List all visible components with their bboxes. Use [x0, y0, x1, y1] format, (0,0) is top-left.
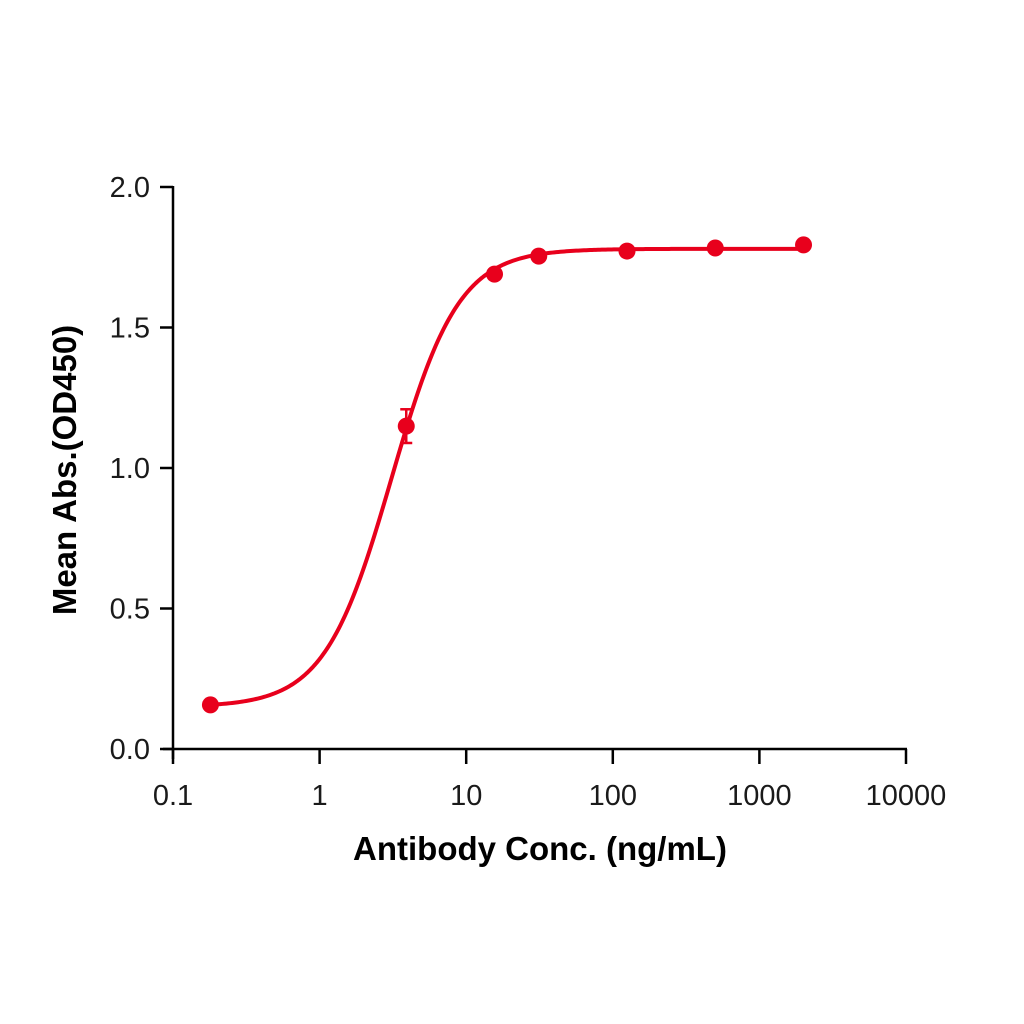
- x-tick-label: 1: [312, 780, 328, 812]
- x-tick-label: 1000: [727, 780, 792, 812]
- y-tick-label: 1.0: [110, 453, 150, 485]
- data-point: [486, 265, 504, 283]
- y-tick-label: 2.0: [110, 172, 150, 204]
- x-tick-label: 0.1: [153, 780, 193, 812]
- data-point: [795, 236, 813, 254]
- y-tick-label: 1.5: [110, 313, 150, 345]
- data-point: [706, 239, 724, 257]
- data-point: [201, 696, 219, 714]
- x-tick-label: 10000: [866, 780, 947, 812]
- data-point: [530, 247, 548, 265]
- data-point: [397, 417, 415, 435]
- y-tick-label: 0.5: [110, 594, 150, 626]
- fit-curve-path: [210, 246, 804, 707]
- x-tick-label: 100: [589, 780, 637, 812]
- x-axis-title: Antibody Conc. (ng/mL): [353, 830, 727, 867]
- axes: [163, 186, 907, 759]
- data-points: [201, 236, 813, 714]
- data-point: [618, 242, 636, 260]
- fit-curve: [210, 246, 804, 707]
- y-tick-label: 0.0: [110, 734, 150, 766]
- x-axis-ticks: 0.1 1 10 100 1000 10000: [153, 749, 946, 812]
- y-axis-title: Mean Abs.(OD450): [46, 325, 83, 615]
- y-axis-ticks: 0.0 0.5 1.0 1.5 2.0: [110, 172, 173, 766]
- x-tick-label: 10: [450, 780, 482, 812]
